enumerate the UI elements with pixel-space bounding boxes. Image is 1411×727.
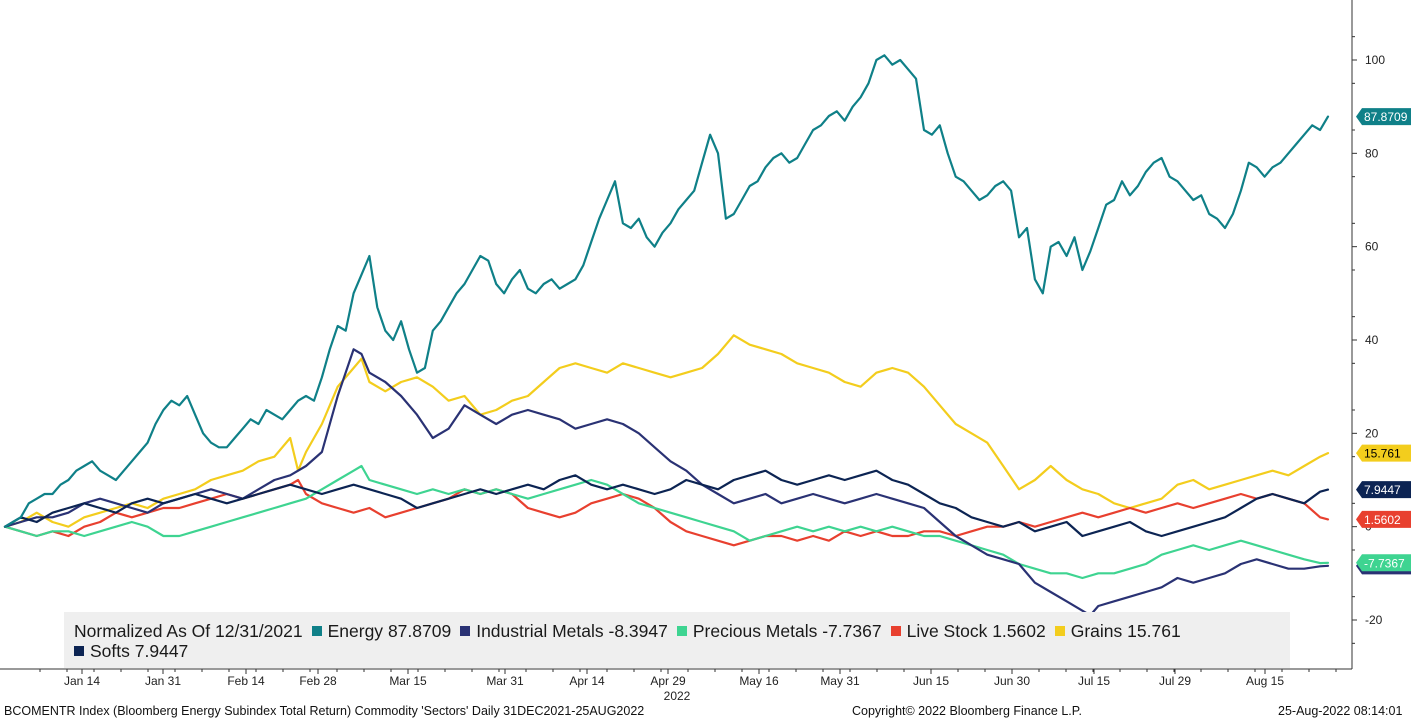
x-tick-label: Jun 15 [913, 674, 949, 688]
x-tick-label: May 31 [820, 674, 860, 688]
y-tick-label: 40 [1365, 333, 1379, 347]
x-tick-label: Jun 30 [994, 674, 1030, 688]
legend-item-live-stock: Live Stock 1.5602 [890, 621, 1046, 642]
legend-swatch [74, 646, 84, 656]
x-tick-label: May 16 [739, 674, 779, 688]
x-tick-label: Apr 29 [650, 674, 686, 688]
footer-timestamp: 25-Aug-2022 08:14:01 [1278, 704, 1403, 718]
value-tag-text: 87.8709 [1364, 110, 1408, 124]
value-tag-text: 15.761 [1364, 447, 1401, 461]
legend-swatch [311, 626, 322, 636]
legend-item-softs: Softs 7.9447 [74, 641, 188, 662]
value-tag-bg [1356, 444, 1411, 462]
value-tag-live-stock: 1.5602 [1356, 510, 1411, 528]
footer-copyright: Copyright© 2022 Bloomberg Finance L.P. [852, 704, 1082, 718]
legend-swatch [890, 626, 901, 636]
x-tick-label: Jan 14 [64, 674, 100, 688]
value-tag-bg [1356, 481, 1411, 499]
value-tag-softs: 7.9447 [1356, 481, 1411, 499]
legend-swatch [460, 626, 471, 636]
series-line-energy [3, 54, 1330, 528]
y-tick-label: -20 [1365, 613, 1383, 627]
x-tick-label: Feb 14 [227, 674, 265, 688]
x-tick-label: Mar 31 [486, 674, 524, 688]
value-tag-bg [1356, 554, 1411, 572]
legend-item-industrial-metals: Industrial Metals -8.3947 [460, 621, 668, 642]
x-tick-label: Jul 29 [1159, 674, 1191, 688]
series-line-softs [3, 469, 1330, 538]
legend-item-grains: Grains 15.761 [1054, 621, 1181, 642]
series-line-grains [3, 334, 1330, 528]
legend-title: Normalized As Of 12/31/2021 [74, 620, 303, 641]
value-tag-text: 7.9447 [1364, 483, 1401, 497]
x-tick-label: Jan 31 [145, 674, 181, 688]
x-year-label: 2022 [664, 689, 691, 703]
legend: Normalized As Of 12/31/2021 Energy 87.87… [64, 612, 1290, 668]
y-tick-label: 100 [1365, 53, 1385, 67]
footer-description: BCOMENTR Index (Bloomberg Energy Subinde… [4, 704, 645, 718]
value-tag-text: -7.7367 [1364, 556, 1405, 570]
value-tag-bg [1356, 108, 1411, 126]
series-line-industrial-metals [3, 348, 1330, 617]
value-tag-grains: 15.761 [1356, 444, 1411, 462]
legend-swatch [1054, 626, 1065, 636]
value-tag-energy: 87.8709 [1356, 108, 1411, 126]
series-line-precious-metals [3, 464, 1330, 580]
legend-item-precious-metals: Precious Metals -7.7367 [676, 621, 882, 642]
x-tick-label: Aug 15 [1246, 674, 1284, 688]
y-tick-label: 80 [1365, 146, 1379, 160]
x-tick-label: Mar 15 [389, 674, 427, 688]
y-tick-label: 60 [1365, 240, 1379, 254]
x-tick-label: Jul 15 [1078, 674, 1110, 688]
x-tick-label: Apr 14 [569, 674, 605, 688]
value-tag-bg [1356, 510, 1411, 528]
value-tag-text: 1.5602 [1364, 513, 1401, 527]
legend-item-energy: Energy 87.8709 [311, 621, 451, 642]
value-tag-precious-metals: -7.7367 [1356, 554, 1411, 572]
y-tick-label: 20 [1365, 426, 1379, 440]
legend-row: Softs 7.9447 [74, 639, 197, 663]
x-tick-label: Feb 28 [299, 674, 337, 688]
legend-row: Normalized As Of 12/31/2021 Energy 87.87… [74, 619, 1190, 643]
legend-swatch [676, 626, 687, 636]
